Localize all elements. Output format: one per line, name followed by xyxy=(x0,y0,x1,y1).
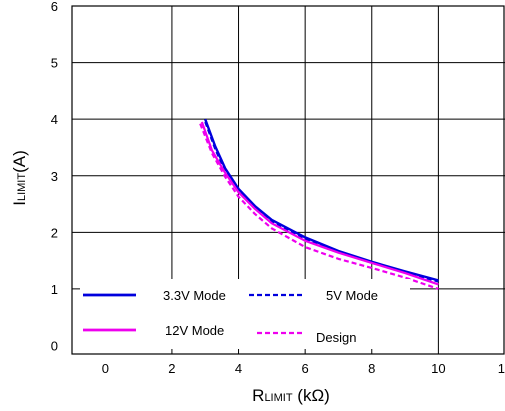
y-tick-label: 3 xyxy=(51,169,58,184)
legend-background xyxy=(80,279,410,349)
x-axis-label: RLIMIT (kΩ) xyxy=(252,386,330,405)
x-tick-label: 10 xyxy=(431,361,445,376)
series-line-3 xyxy=(199,123,439,290)
legend-label-12v: 12V Mode xyxy=(165,323,224,338)
y-tick-label: 1 xyxy=(51,282,58,297)
y-tick-label: 5 xyxy=(51,56,58,71)
legend-label-5v: 5V Mode xyxy=(326,288,378,303)
x-tick-label: 6 xyxy=(302,361,309,376)
legend: 3.3V Mode 5V Mode 12V Mode Design xyxy=(80,279,410,349)
x-tick-label: 12 xyxy=(498,361,505,376)
x-tick-label: 2 xyxy=(168,361,175,376)
legend-label-3v3: 3.3V Mode xyxy=(163,288,226,303)
y-tick-label: 0 xyxy=(51,339,58,354)
x-tick-label: 8 xyxy=(368,361,375,376)
y-tick-labels: 0 1 2 3 4 5 6 xyxy=(51,0,58,354)
series-line-1 xyxy=(204,121,439,283)
y-tick-label: 4 xyxy=(51,112,58,127)
legend-label-design: Design xyxy=(316,330,356,345)
series-lines xyxy=(199,118,439,290)
y-tick-label: 6 xyxy=(51,0,58,14)
x-tick-label: 4 xyxy=(235,361,242,376)
y-axis-label: ILIMIT(A) xyxy=(10,150,29,206)
series-line-2 xyxy=(200,121,439,286)
y-tick-label: 2 xyxy=(51,225,58,240)
plot-frame xyxy=(71,5,505,355)
series-line-0 xyxy=(204,118,439,282)
x-tick-labels: 0 2 4 6 8 10 12 xyxy=(102,361,505,376)
x-tick-label: 0 xyxy=(102,361,109,376)
